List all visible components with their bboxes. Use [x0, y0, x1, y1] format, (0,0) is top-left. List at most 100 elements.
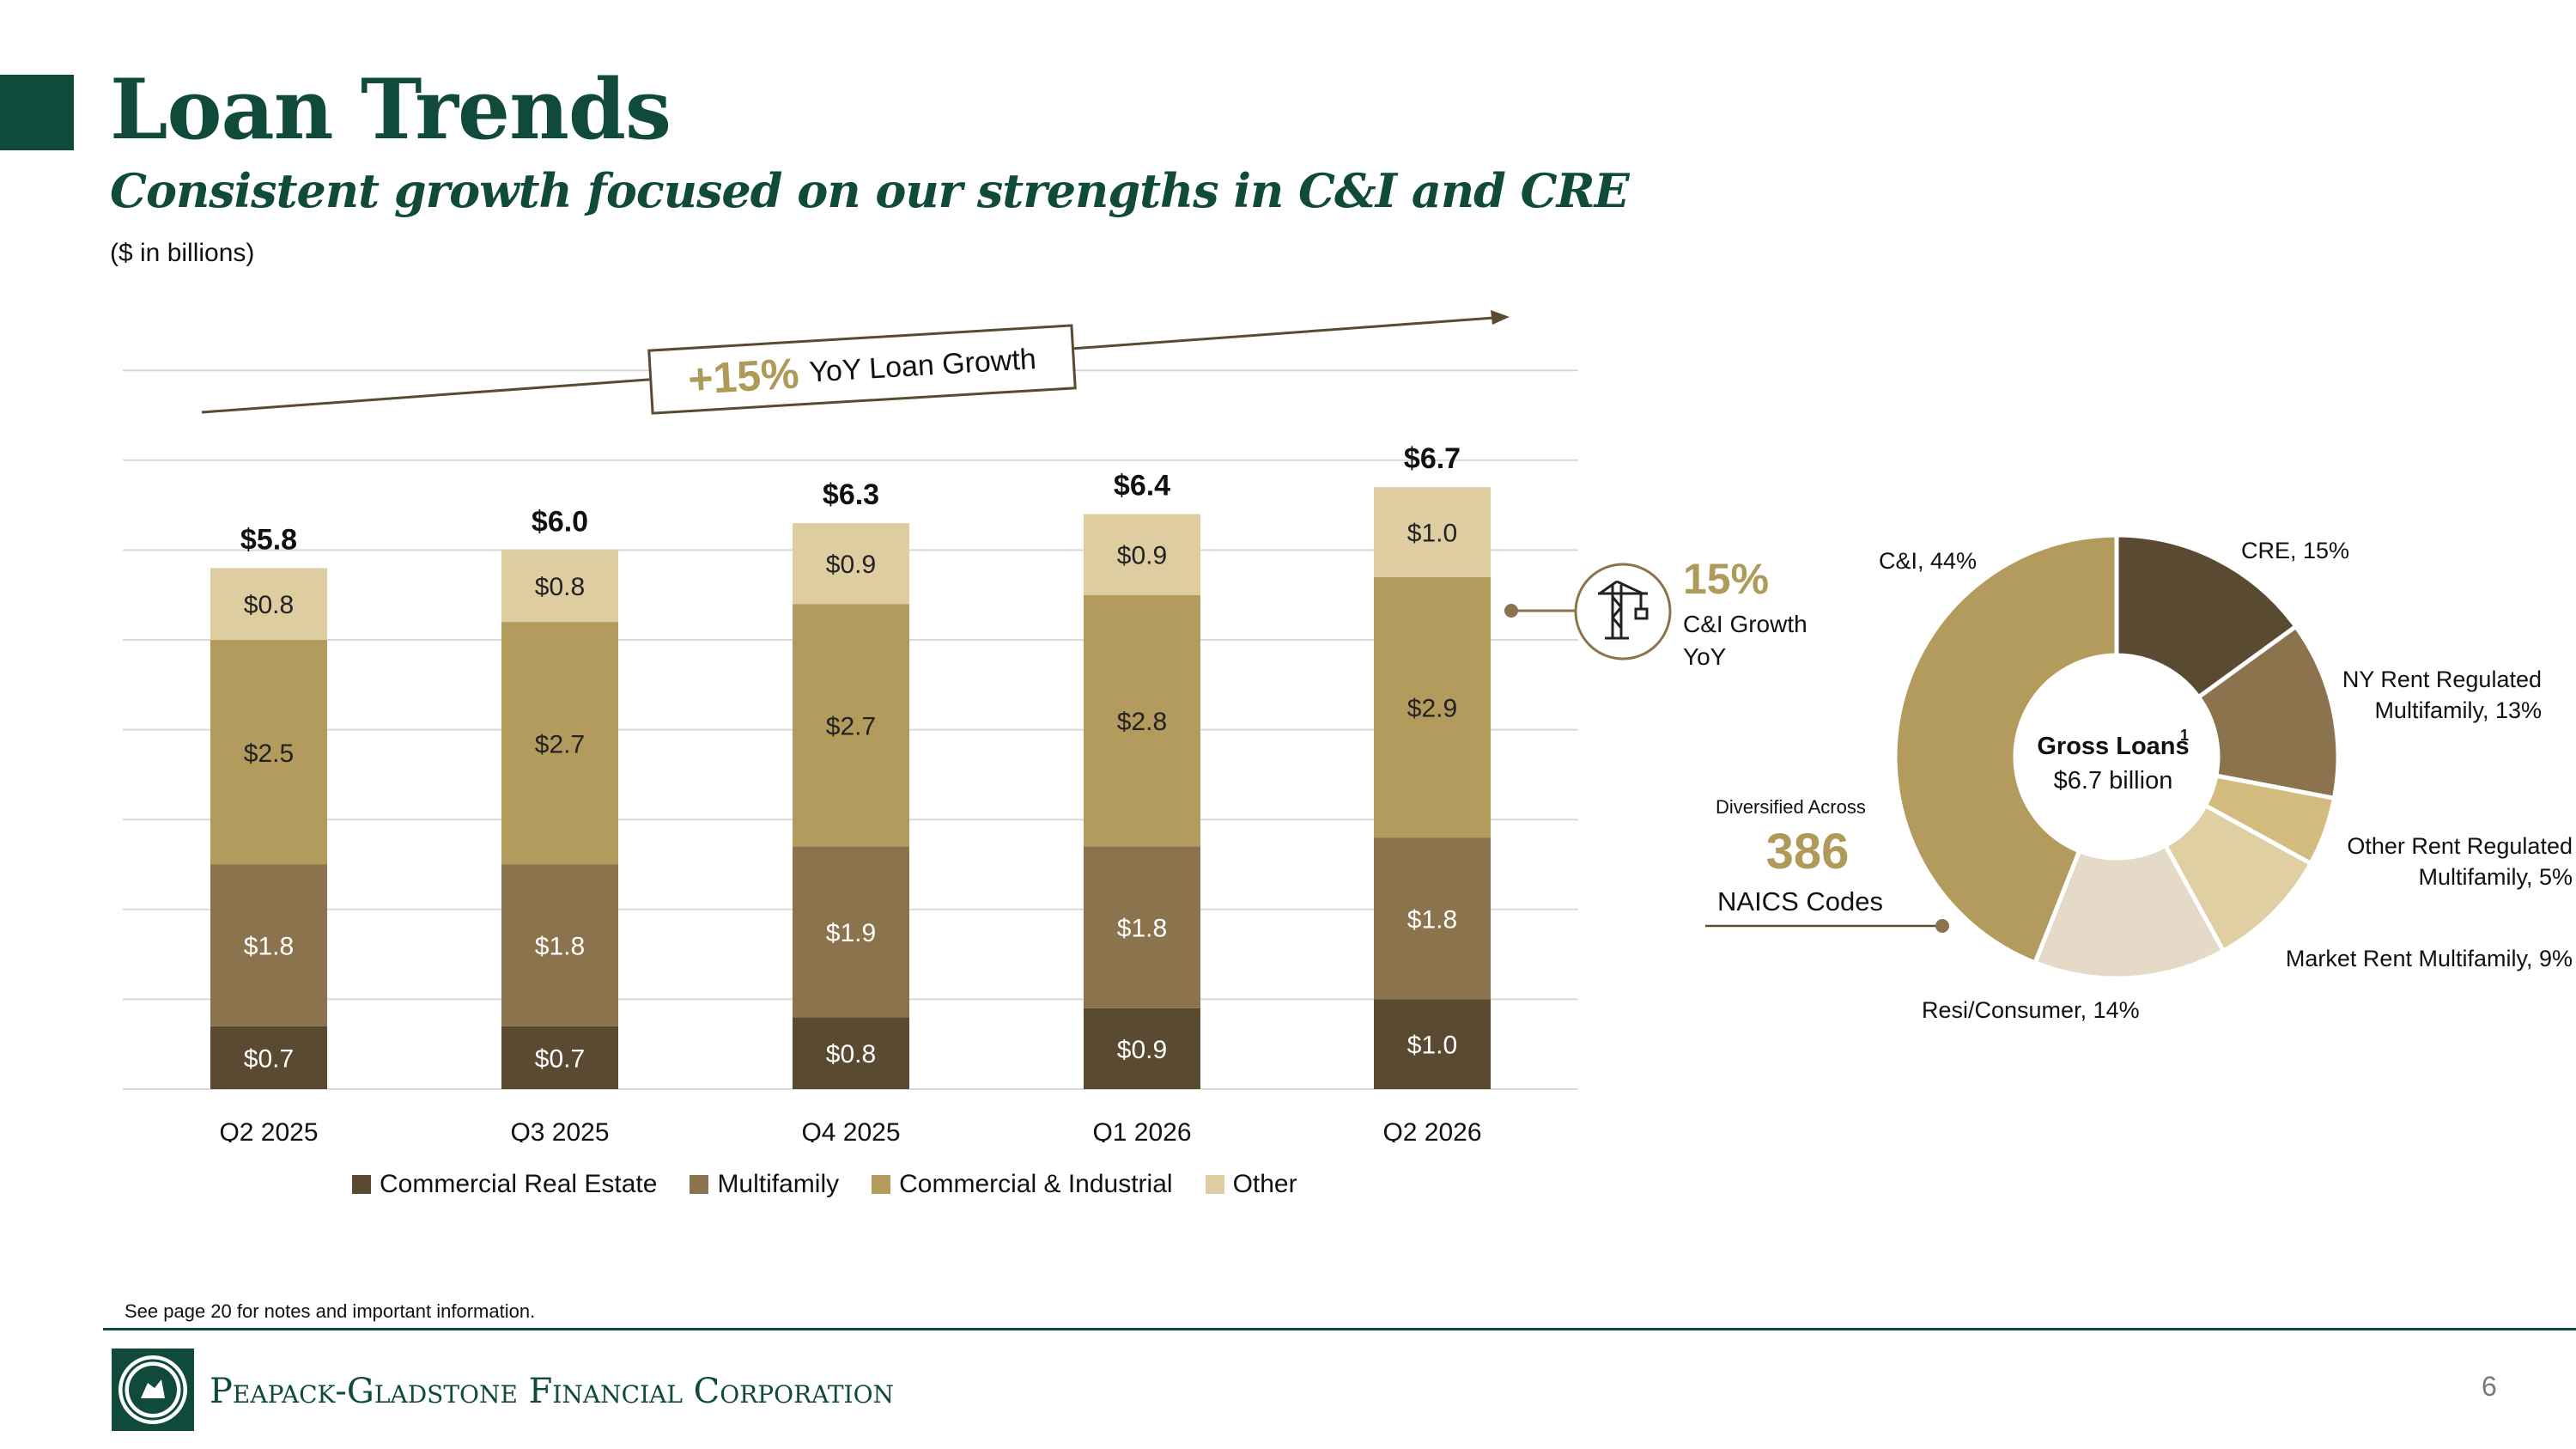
- legend-label-ci: Commercial & Industrial: [899, 1170, 1173, 1198]
- donut-slice-label: C&I, 44%: [1879, 548, 1977, 574]
- x-tick-label: Q4 2025: [801, 1118, 900, 1142]
- bar-segment-label: $0.9: [1117, 1036, 1167, 1064]
- donut-slice: [2162, 802, 2314, 954]
- bar-segment: [793, 604, 909, 847]
- footnote: See page 20 for notes and important info…: [125, 1300, 536, 1322]
- bar-total-label: $6.7: [1404, 442, 1461, 475]
- bar-segment: [1084, 514, 1200, 595]
- x-tick-label: Q1 2026: [1092, 1118, 1191, 1142]
- naics-subtitle: NAICS Codes: [1717, 886, 1883, 916]
- bar-segment-label: $0.8: [826, 1040, 876, 1068]
- x-tick-label: Q2 2026: [1382, 1118, 1481, 1142]
- bar-segment: [210, 568, 327, 640]
- bar-segment-label: $1.8: [1117, 915, 1167, 943]
- bar-segment-label: $0.7: [535, 1044, 585, 1073]
- x-tick-label: Q2 2025: [219, 1118, 318, 1142]
- bar-segment: [1084, 846, 1200, 1008]
- ci-growth-value: 15%: [1683, 555, 1770, 603]
- bar-segment: [793, 1017, 909, 1089]
- donut-slice-label: CRE, 15%: [2241, 538, 2349, 563]
- bar-segment-label: $0.8: [535, 573, 585, 601]
- title-accent-square: [0, 75, 74, 150]
- yoy-growth-label: YoY Loan Growth: [808, 342, 1037, 389]
- legend-item-cre: Commercial Real Estate: [352, 1170, 657, 1199]
- bar-segment: [501, 1026, 618, 1089]
- bar-segment: [210, 1026, 327, 1089]
- bar-segment: [1084, 594, 1200, 847]
- bar-segment-label: $1.8: [535, 933, 585, 961]
- donut-center-value: $6.7 billion: [2054, 767, 2173, 795]
- page-subtitle: Consistent growth focused on our strengt…: [110, 163, 1630, 218]
- bar-segment-label: $0.7: [244, 1044, 294, 1073]
- company-name: Peapack-Gladstone Financial Corporation: [210, 1372, 895, 1411]
- bar-total-label: $6.0: [532, 505, 588, 538]
- stacked-bar-chart: $0.7 $1.8 $2.5 $0.8 $5.8 Q2 2025 $0.7 $1.8 $2.7 $…: [123, 310, 1578, 1142]
- chart-legend: Commercial Real Estate Multifamily Comme…: [352, 1170, 1297, 1199]
- ci-growth-label-line1: C&I Growth: [1683, 611, 1807, 637]
- units-note: ($ in billions): [110, 239, 255, 267]
- bar-segment: [1374, 999, 1491, 1089]
- bar-segment: [793, 523, 909, 605]
- legend-label-cre: Commercial Real Estate: [380, 1170, 658, 1198]
- ci-growth-label-line2: YoY: [1683, 643, 1727, 670]
- bar-segment: [1374, 837, 1491, 1000]
- page-number: 6: [2482, 1371, 2497, 1402]
- bar-segment-label: $1.8: [244, 933, 294, 961]
- donut-slice: [2202, 773, 2337, 867]
- legend-item-multifamily: Multifamily: [690, 1170, 839, 1199]
- bar-segment-label: $1.0: [1407, 1032, 1457, 1060]
- ci-connector-dot: [1504, 604, 1518, 618]
- legend-swatch-multifamily: [690, 1175, 709, 1194]
- legend-item-ci: Commercial & Industrial: [872, 1170, 1173, 1199]
- donut-slice-label: Other Rent Regulated Multifamily, 5%: [2347, 833, 2573, 890]
- bar-segment-label: $1.0: [1407, 519, 1457, 547]
- donut-center-title: Gross Loans: [2037, 733, 2189, 760]
- legend-swatch-other: [1205, 1175, 1224, 1194]
- yoy-growth-value: +15%: [686, 349, 801, 404]
- donut-center-footnote-mark: 1: [2180, 727, 2189, 744]
- company-seal-logo: [112, 1349, 194, 1431]
- footer-divider: [103, 1328, 2576, 1330]
- donut-slice-label: Resi/Consumer, 14%: [1922, 997, 2140, 1023]
- naics-connector-dot: [1935, 919, 1949, 933]
- growth-arrow-head: [1491, 310, 1510, 325]
- donut-slice: [1893, 533, 2119, 966]
- bar-segment-label: $1.8: [1407, 905, 1457, 934]
- bar-segment-label: $0.9: [826, 551, 876, 579]
- bar-segment-label: $2.7: [826, 712, 876, 740]
- bar-segment-label: $0.9: [1117, 542, 1167, 570]
- crane-icon: [1574, 563, 1672, 661]
- page-title: Loan Trends: [110, 61, 671, 158]
- bar-total-label: $6.4: [1114, 470, 1170, 502]
- bar-segment-label: $0.8: [244, 591, 294, 619]
- donut-slice: [2114, 533, 2300, 701]
- legend-label-multifamily: Multifamily: [717, 1170, 840, 1198]
- donut-slice: [2195, 623, 2341, 801]
- legend-item-other: Other: [1205, 1170, 1297, 1199]
- naics-count: 386: [1765, 824, 1850, 880]
- bar-segment-label: $2.8: [1117, 708, 1167, 736]
- legend-swatch-cre: [352, 1175, 371, 1194]
- x-tick-label: Q3 2025: [510, 1118, 609, 1142]
- bar-segment-label: $2.5: [244, 740, 294, 768]
- bar-segment: [501, 550, 618, 623]
- bar-segment-label: $1.9: [826, 919, 876, 947]
- donut-slice-label: Market Rent Multifamily, 9%: [2286, 946, 2573, 971]
- bar-segment-label: $2.9: [1407, 694, 1457, 722]
- bar-segment: [1084, 1008, 1200, 1089]
- naics-caption: Diversified Across: [1716, 796, 1866, 818]
- legend-swatch-ci: [872, 1175, 891, 1194]
- bar-segment: [501, 864, 618, 1026]
- donut-slice-label: NY Rent Regulated Multifamily, 13%: [2342, 667, 2542, 723]
- donut-slice: [2032, 843, 2227, 981]
- ci-growth-label: C&I Growth YoY: [1683, 608, 1855, 673]
- bar-segment: [793, 846, 909, 1018]
- bar-segment-label: $2.7: [535, 730, 585, 758]
- legend-label-other: Other: [1232, 1170, 1297, 1198]
- bar-total-label: $5.8: [240, 523, 297, 556]
- bar-segment: [1374, 576, 1491, 838]
- bar-segment: [210, 640, 327, 865]
- bar-segment: [210, 864, 327, 1026]
- bar-segment: [501, 622, 618, 865]
- bar-total-label: $6.3: [823, 478, 879, 511]
